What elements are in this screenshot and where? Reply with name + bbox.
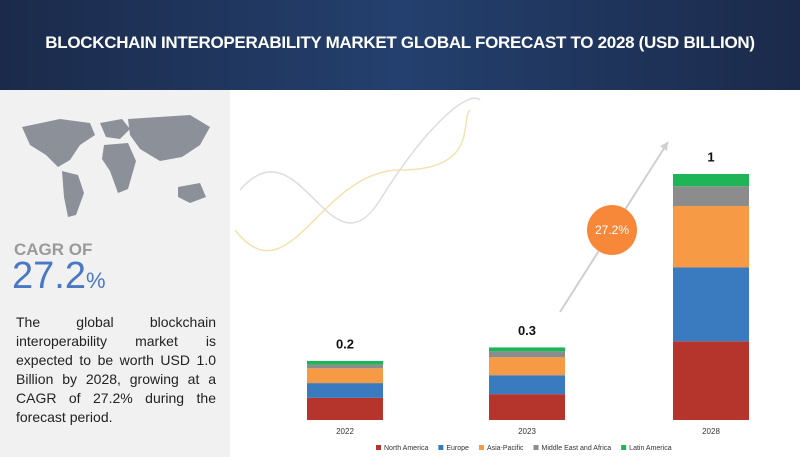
total-label: 1 (707, 149, 714, 164)
legend-label: North America (384, 445, 428, 452)
total-label: 0.2 (336, 336, 354, 351)
legend-label: Latin America (629, 445, 672, 452)
cagr-number: 27.2 (12, 255, 86, 297)
bar-segment (489, 394, 565, 420)
cagr-badge (587, 205, 637, 255)
total-label: 0.3 (518, 323, 536, 338)
world-map (22, 115, 210, 217)
description: The global blockchain interoperability m… (16, 314, 216, 425)
x-tick-label: 2022 (336, 427, 354, 436)
x-tick-label: 2023 (518, 427, 536, 436)
cagr-badge-label: 27.2% (595, 223, 629, 237)
legend-swatch (438, 445, 444, 450)
legend-label: Asia-Pacific (487, 445, 524, 452)
decor-curve (239, 97, 481, 224)
legend-swatch (376, 445, 381, 450)
left-panel: CAGR OF 27.2% The global blockchain inte… (0, 90, 230, 457)
bar-segment (489, 375, 565, 395)
bar-segment (673, 205, 749, 268)
bar-segment (307, 383, 383, 398)
bar-segment (489, 357, 565, 376)
legend-label: Middle East and Africa (542, 445, 612, 452)
bar-segment (673, 186, 749, 206)
bar-segment (489, 351, 565, 358)
arrow-head (660, 142, 668, 151)
bar-segment (307, 364, 383, 369)
bar-segment (673, 174, 749, 187)
bar-segment (673, 267, 749, 342)
legend-label: Europe (446, 445, 469, 452)
legend-swatch (533, 445, 539, 450)
cagr-unit: % (85, 268, 106, 293)
header: BLOCKCHAIN INTEROPERABILITY MARKET GLOBA… (0, 0, 800, 90)
cagr-value: 27.2% (12, 255, 106, 298)
decor-curve (234, 109, 471, 252)
legend-swatch (478, 445, 484, 450)
cagr-heading: CAGR OF (14, 240, 93, 259)
bar-segment (489, 347, 565, 352)
title: BLOCKCHAIN INTEROPERABILITY MARKET GLOBA… (45, 33, 755, 52)
bar-segment (307, 360, 383, 365)
legend-swatch (621, 445, 627, 450)
bar-segment (307, 368, 383, 384)
x-tick-label: 2028 (702, 427, 720, 436)
bar-segment (673, 341, 749, 420)
bar-segment (307, 397, 383, 420)
